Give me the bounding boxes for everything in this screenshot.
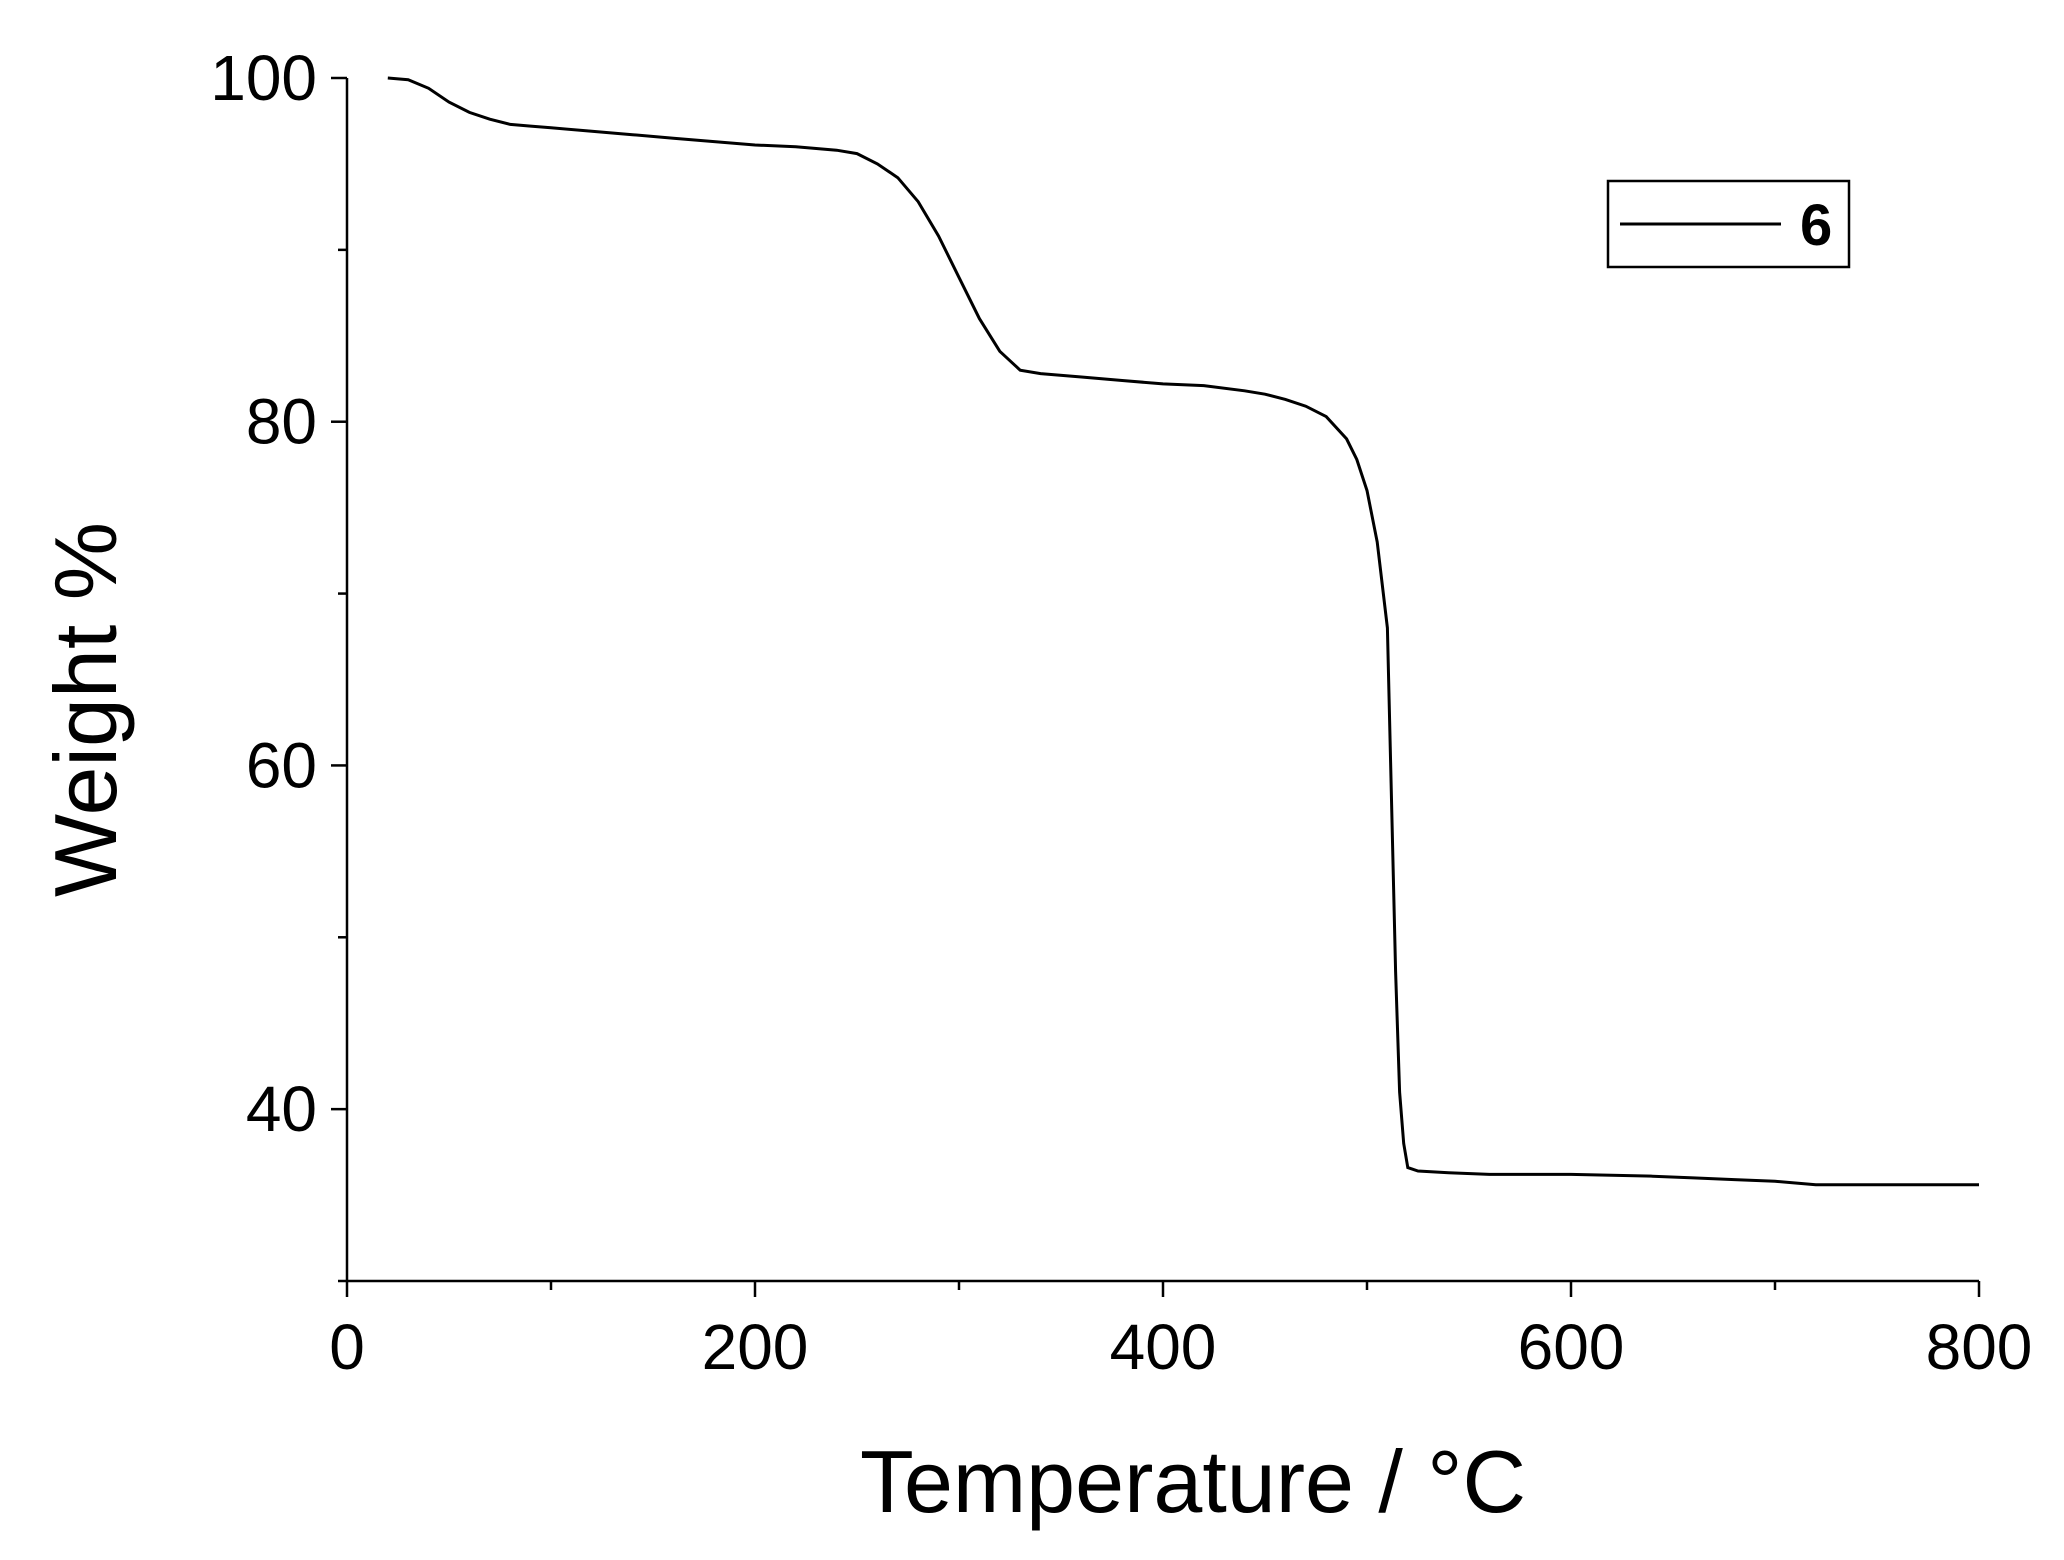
y-tick-label: 40 xyxy=(246,1073,317,1145)
y-axis-title: Weight % xyxy=(36,522,135,897)
y-tick-label: 100 xyxy=(210,42,317,114)
x-tick-label: 800 xyxy=(1926,1311,2033,1383)
plot-area: 0 200 400 600 800 40 60 80 100 xyxy=(210,42,2032,1383)
legend: 6 xyxy=(1606,179,1851,269)
legend-label: 6 xyxy=(1800,193,1832,258)
x-axis-ticks: 0 200 400 600 800 xyxy=(329,1281,2032,1383)
x-tick-label: 0 xyxy=(329,1311,365,1383)
x-axis-title: Temperature / °C xyxy=(860,1432,1526,1531)
y-tick-label: 80 xyxy=(246,386,317,458)
x-tick-label: 400 xyxy=(1110,1311,1217,1383)
series-line-6 xyxy=(387,76,1979,1187)
x-tick-label: 200 xyxy=(702,1311,809,1383)
x-tick-label: 600 xyxy=(1518,1311,1625,1383)
y-axis-ticks: 40 60 80 100 xyxy=(210,42,347,1283)
y-tick-label: 60 xyxy=(246,729,317,801)
